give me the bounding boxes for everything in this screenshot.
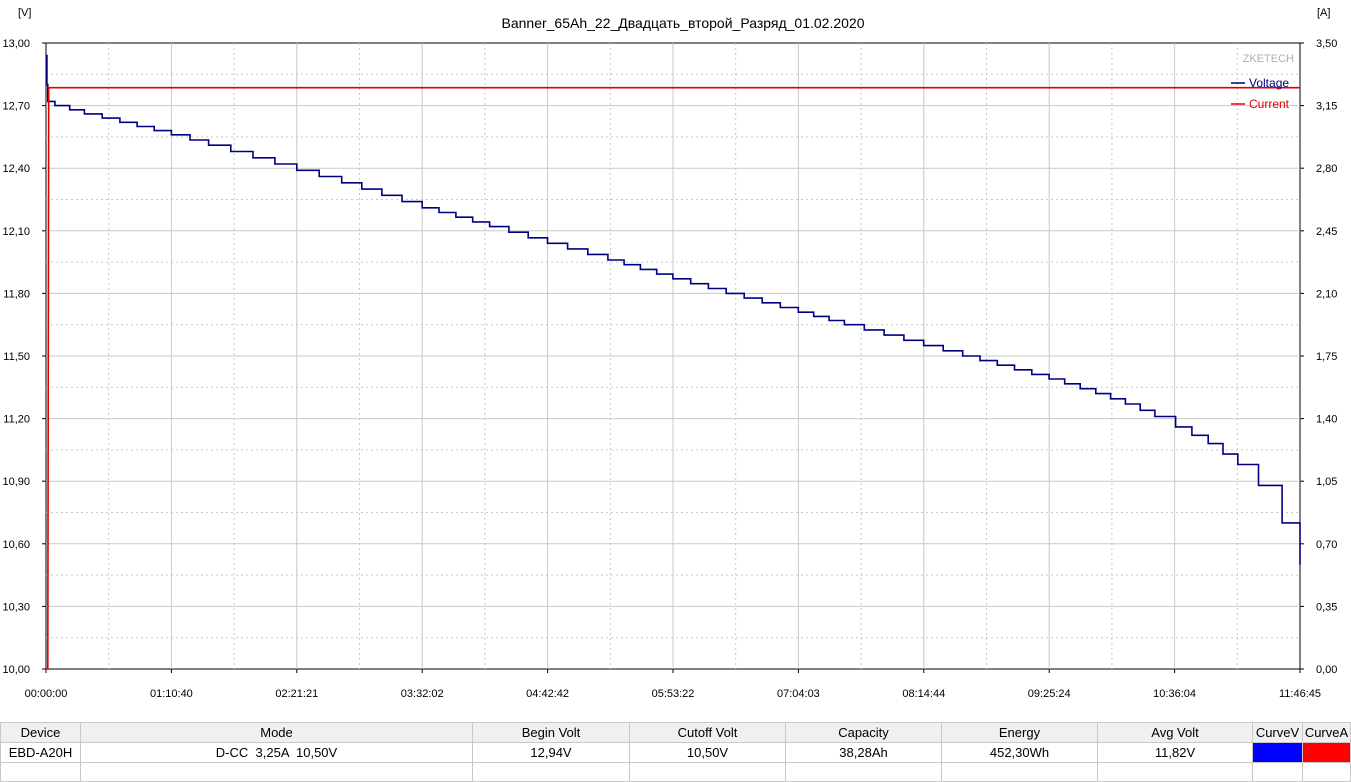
info-table-area: Device Mode Begin Volt Cutoff Volt Capac… [0, 722, 1351, 782]
x-tick-label: 10:36:04 [1153, 688, 1196, 700]
y-right-tick-label: 1,40 [1316, 414, 1337, 426]
header-cutoff-volt[interactable]: Cutoff Volt [629, 722, 786, 743]
x-tick-label: 09:25:24 [1028, 688, 1071, 700]
y-left-unit-label: [V] [18, 7, 31, 19]
y-right-tick-label: 2,10 [1316, 288, 1337, 300]
header-begin-volt[interactable]: Begin Volt [472, 722, 630, 743]
cell-capacity: 38,28Ah [785, 742, 942, 763]
cell-cutoff-volt: 10,50V [629, 742, 786, 763]
x-tick-label: 04:42:42 [526, 688, 569, 700]
chart-area: 00:00:00 01:10:40 02:21:21 03:32:02 04:42:42… [2, 7, 1337, 700]
y-left-tick-label: 10,30 [2, 601, 30, 613]
y-left-tick-label: 10,00 [2, 664, 30, 676]
series-line-current [46, 86, 1300, 670]
y-right-tick-label: 3,50 [1316, 38, 1337, 50]
y-right-tick-label: 2,80 [1316, 163, 1337, 175]
x-tick-label: 08:14:44 [902, 688, 945, 700]
y-right-tick-label: 0,70 [1316, 539, 1337, 551]
y-right-tick-label: 0,35 [1316, 601, 1337, 613]
empty-cell [941, 762, 1098, 782]
empty-cell [629, 762, 786, 782]
y-left-tick-label: 11,50 [3, 351, 30, 363]
cell-curve-v-color[interactable] [1252, 742, 1303, 763]
header-avg-volt[interactable]: Avg Volt [1097, 722, 1253, 743]
table-row[interactable]: EBD-A20H D-CC 3,25A 10,50V 12,94V 10,50V… [0, 742, 1351, 763]
x-tick-label: 11:46:45 [1279, 688, 1321, 700]
y-right-tick-label: 0,00 [1316, 664, 1337, 676]
x-tick-label: 07:04:03 [777, 688, 820, 700]
info-table: Device Mode Begin Volt Cutoff Volt Capac… [0, 722, 1351, 782]
empty-cell [0, 762, 81, 782]
empty-cell [1302, 762, 1351, 782]
watermark-label: ZKETECH [1243, 53, 1294, 65]
y-left-tick-label: 13,00 [2, 38, 30, 50]
chart-title: Banner_65Ah_22_Двадцать_второй_Разряд_01… [502, 15, 865, 31]
empty-cell [1252, 762, 1303, 782]
table-header-row: Device Mode Begin Volt Cutoff Volt Capac… [0, 722, 1351, 743]
x-tick-label: 00:00:00 [25, 688, 68, 700]
header-curve-a[interactable]: CurveA [1302, 722, 1351, 743]
cell-energy: 452,30Wh [941, 742, 1098, 763]
x-tick-label: 05:53:22 [652, 688, 695, 700]
cell-mode: D-CC 3,25A 10,50V [80, 742, 473, 763]
x-tick-label: 03:32:02 [401, 688, 444, 700]
y-left-tick-label: 12,70 [2, 101, 30, 113]
y-left-tick-label: 11,80 [3, 288, 30, 300]
empty-cell [472, 762, 630, 782]
header-energy[interactable]: Energy [941, 722, 1098, 743]
legend-label-voltage: Voltage [1249, 76, 1289, 90]
y-right-tick-label: 1,05 [1316, 476, 1337, 488]
y-right-tick-label: 3,15 [1316, 101, 1337, 113]
cell-begin-volt: 12,94V [472, 742, 630, 763]
header-curve-v[interactable]: CurveV [1252, 722, 1303, 743]
table-empty-row [0, 762, 1351, 782]
y-left-tick-label: 10,90 [2, 476, 30, 488]
empty-cell [785, 762, 942, 782]
empty-cell [1097, 762, 1253, 782]
y-left-tick-label: 10,60 [2, 539, 30, 551]
chart-plot: 00:00:00 01:10:40 02:21:21 03:32:02 04:42:42… [2, 7, 1337, 700]
cell-device: EBD-A20H [0, 742, 81, 763]
header-capacity[interactable]: Capacity [785, 722, 942, 743]
y-left-tick-label: 12,10 [2, 226, 30, 238]
y-left-tick-label: 11,20 [3, 414, 30, 426]
cell-curve-a-color[interactable] [1302, 742, 1351, 763]
x-tick-label: 01:10:40 [150, 688, 193, 700]
empty-cell [80, 762, 473, 782]
header-device[interactable]: Device [0, 722, 81, 743]
legend-label-current: Current [1249, 97, 1290, 111]
y-right-tick-label: 1,75 [1316, 351, 1337, 363]
header-mode[interactable]: Mode [80, 722, 473, 743]
y-right-unit-label: [A] [1317, 7, 1330, 19]
x-tick-label: 02:21:21 [275, 688, 318, 700]
cell-avg-volt: 11,82V [1097, 742, 1253, 763]
y-right-tick-label: 2,45 [1316, 226, 1337, 238]
series-line-voltage [46, 54, 1301, 565]
y-left-tick-label: 12,40 [2, 163, 30, 175]
